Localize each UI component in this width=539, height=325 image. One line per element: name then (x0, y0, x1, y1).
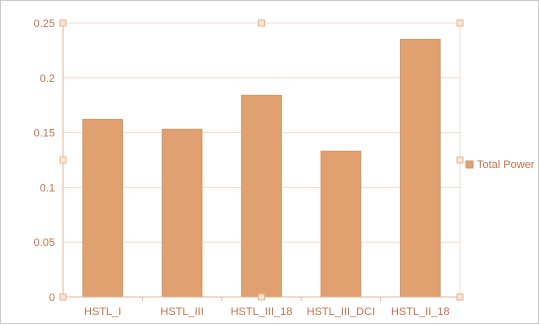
legend-swatch-total-power (465, 160, 474, 169)
bar-hstl-iii-dci (320, 150, 362, 298)
y-tick-label: 0.15 (34, 128, 55, 140)
resize-handle[interactable] (456, 19, 464, 27)
y-tick-labels: 0 0.05 0.1 0.15 0.2 0.25 (34, 18, 55, 304)
resize-handle[interactable] (59, 293, 67, 301)
legend: Total Power (465, 159, 535, 171)
resize-handle[interactable] (59, 156, 67, 164)
y-tick-label: 0.05 (34, 237, 55, 249)
selection-handles[interactable] (59, 19, 464, 301)
resize-handle[interactable] (456, 293, 464, 301)
y-tick-label: 0 (49, 292, 55, 304)
resize-handle[interactable] (258, 19, 265, 27)
bar-hstl-ii-18 (399, 38, 441, 298)
x-tick-label: HSTL_III_DCI (307, 306, 375, 318)
y-tick-label: 0.2 (40, 73, 55, 85)
y-tick-label: 0.25 (34, 18, 55, 30)
x-tick-label: HSTL_III (160, 306, 203, 318)
bar-hstl-iii (161, 128, 203, 298)
resize-handle[interactable] (59, 19, 67, 27)
x-tick-labels: HSTL_I HSTL_III HSTL_III_18 HSTL_III_DCI HST… (84, 306, 450, 318)
resize-handle[interactable] (258, 293, 265, 301)
x-tick-label: HSTL_II_18 (391, 306, 450, 318)
bars-layer (82, 38, 441, 298)
x-tick-label: HSTL_I (84, 306, 121, 318)
bar-hstl-iii-18 (241, 94, 282, 298)
legend-label-total-power: Total Power (477, 159, 535, 171)
resize-handle[interactable] (456, 156, 464, 164)
x-tick-label: HSTL_III_18 (231, 306, 293, 318)
bar-hstl-i (82, 118, 124, 298)
y-tick-label: 0.1 (40, 182, 55, 194)
